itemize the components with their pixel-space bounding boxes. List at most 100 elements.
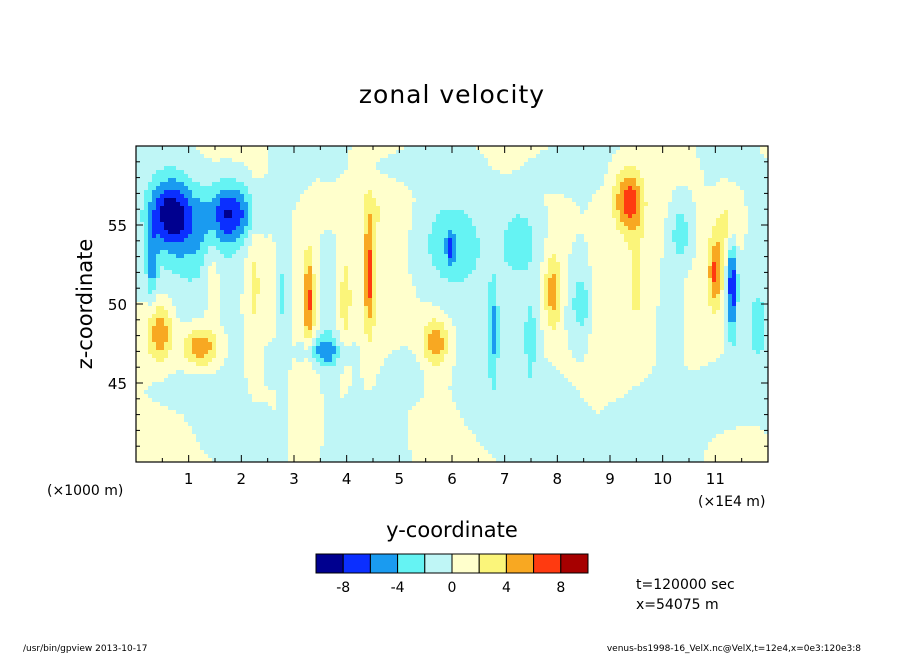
- contour-cell: [152, 330, 168, 334]
- contour-cell: [380, 170, 500, 174]
- contour-cell: [144, 198, 152, 202]
- contour-cell: [252, 306, 256, 310]
- contour-cell: [372, 258, 376, 262]
- contour-cell: [688, 270, 708, 274]
- contour-cell: [728, 314, 736, 318]
- contour-cell: [276, 314, 292, 318]
- contour-cell: [148, 182, 160, 186]
- contour-cell: [488, 298, 496, 302]
- contour-cell: [560, 278, 568, 282]
- contour-cell: [544, 238, 576, 242]
- contour-cell: [316, 370, 344, 374]
- contour-cell: [312, 306, 316, 310]
- contour-cell: [404, 146, 476, 150]
- contour-cell: [612, 210, 620, 214]
- contour-cell: [316, 274, 320, 278]
- contour-cell: [568, 270, 592, 274]
- contour-cell: [664, 254, 696, 258]
- contour-cell: [136, 150, 200, 154]
- contour-cell: [560, 274, 568, 278]
- contour-cell: [724, 322, 728, 326]
- contour-cell: [644, 222, 664, 226]
- contour-cell: [488, 302, 496, 306]
- contour-cell: [572, 306, 588, 310]
- contour-cell: [276, 242, 292, 246]
- contour-cell: [548, 210, 580, 214]
- contour-cell: [180, 274, 200, 278]
- contour-cell: [340, 394, 344, 398]
- contour-cell: [144, 254, 148, 258]
- contour-cell: [340, 334, 368, 338]
- contour-cell: [616, 150, 696, 154]
- contour-cell: [544, 342, 568, 346]
- contour-cell: [496, 326, 500, 330]
- contour-cell: [220, 282, 244, 286]
- contour-cell: [312, 354, 320, 358]
- contour-cell: [360, 354, 388, 358]
- contour-cell: [408, 346, 424, 350]
- contour-cell: [656, 350, 684, 354]
- contour-cell: [592, 406, 604, 410]
- contour-cell: [660, 294, 684, 298]
- contour-cell: [684, 218, 696, 222]
- contour-cell: [572, 242, 588, 246]
- contour-cell: [136, 418, 184, 422]
- contour-cell: [148, 350, 168, 354]
- contour-cell: [488, 162, 524, 166]
- contour-cell: [696, 150, 760, 154]
- contour-cell: [556, 278, 560, 282]
- contour-cell: [584, 398, 616, 402]
- contour-cell: [428, 238, 444, 242]
- contour-cell: [432, 362, 440, 366]
- contour-cell: [136, 290, 148, 294]
- contour-cell: [724, 210, 728, 214]
- contour-cell: [712, 266, 716, 270]
- contour-cell: [244, 354, 264, 358]
- contour-cell: [524, 342, 536, 346]
- contour-cell: [544, 298, 548, 302]
- contour-cell: [136, 238, 144, 242]
- contour-cell: [220, 302, 240, 306]
- contour-cell: [588, 314, 592, 318]
- contour-cell: [764, 154, 768, 158]
- contour-cell: [288, 442, 324, 446]
- contour-cell: [740, 286, 768, 290]
- contour-cell: [136, 306, 156, 310]
- contour-cell: [544, 198, 572, 202]
- contour-cell: [288, 386, 320, 390]
- contour-cell: [708, 250, 712, 254]
- contour-cell: [164, 346, 172, 350]
- contour-cell: [336, 350, 340, 354]
- contour-cell: [440, 270, 472, 274]
- contour-cell: [524, 338, 536, 342]
- contour-cell: [740, 186, 768, 190]
- contour-cell: [336, 270, 344, 274]
- contour-cell: [184, 414, 288, 418]
- contour-cell: [736, 330, 752, 334]
- contour-cell: [204, 258, 244, 262]
- contour-cell: [216, 350, 228, 354]
- contour-cell: [588, 298, 592, 302]
- contour-cell: [136, 170, 156, 174]
- contour-cell: [376, 166, 492, 170]
- contour-cell: [644, 378, 768, 382]
- contour-cell: [544, 338, 568, 342]
- contour-cell: [304, 290, 308, 294]
- contour-cell: [472, 430, 724, 434]
- contour-cell: [204, 314, 220, 318]
- contour-cell: [204, 254, 224, 258]
- contour-cell: [500, 310, 528, 314]
- contour-cell: [136, 454, 208, 458]
- contour-cell: [708, 278, 712, 282]
- contour-cell: [628, 214, 632, 218]
- contour-cell: [152, 290, 208, 294]
- contour-cell: [712, 278, 716, 282]
- contour-cell: [180, 190, 192, 194]
- contour-cell: [584, 354, 656, 358]
- contour-cell: [348, 274, 364, 278]
- contour-cell: [184, 354, 196, 358]
- contour-cell: [364, 314, 368, 318]
- contour-cell: [604, 406, 768, 410]
- contour-cell: [616, 182, 620, 186]
- contour-cell: [416, 402, 456, 406]
